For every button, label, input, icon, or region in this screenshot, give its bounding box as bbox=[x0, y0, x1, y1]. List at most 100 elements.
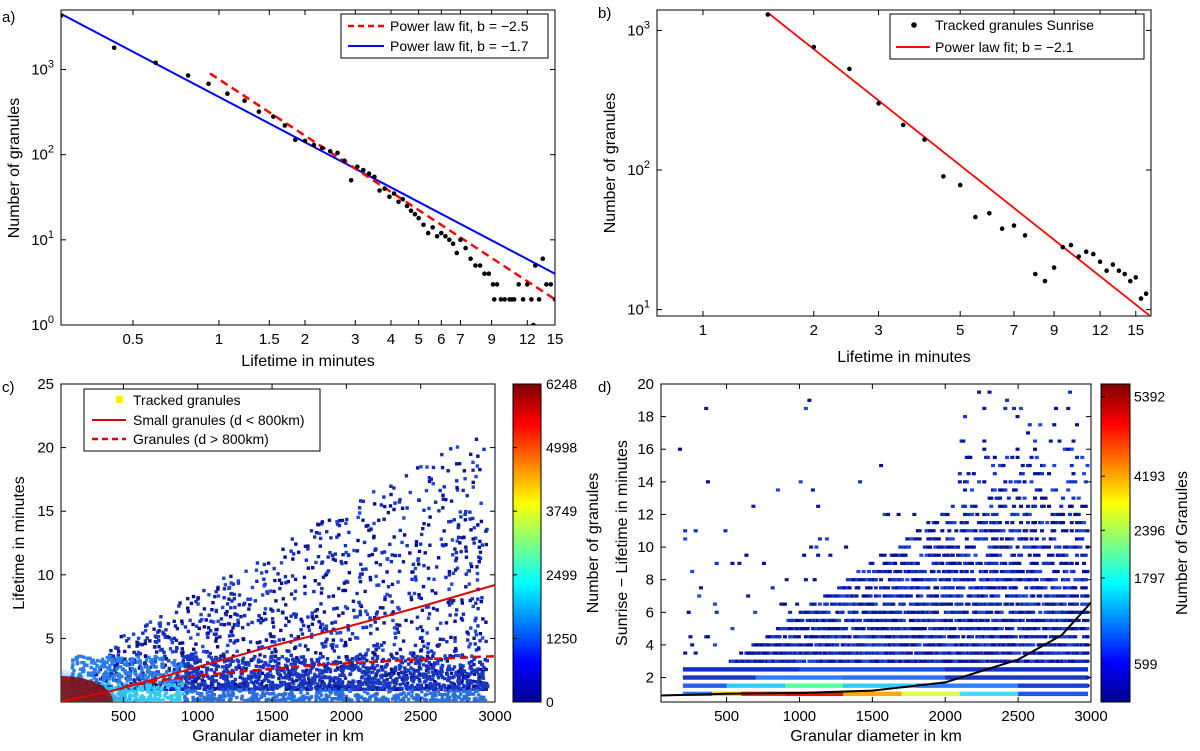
density-cell bbox=[318, 544, 323, 548]
data-point bbox=[498, 297, 504, 302]
density-cell bbox=[198, 694, 202, 698]
density-cell bbox=[146, 670, 150, 675]
density-cell bbox=[143, 660, 148, 665]
density-cell bbox=[308, 685, 313, 689]
density-cell bbox=[1036, 627, 1041, 631]
density-cell bbox=[292, 698, 296, 702]
density-cell bbox=[284, 657, 288, 661]
density-cell bbox=[307, 628, 312, 632]
data-point bbox=[396, 199, 401, 205]
density-cell bbox=[336, 681, 340, 685]
density-cell bbox=[842, 635, 847, 639]
density-cell bbox=[455, 686, 459, 690]
density-cell bbox=[392, 694, 396, 698]
density-cell bbox=[479, 599, 484, 604]
panel-c-xtick-label: 500 bbox=[111, 708, 136, 725]
density-cell bbox=[290, 689, 294, 693]
density-cell bbox=[442, 698, 446, 702]
density-cell bbox=[306, 672, 311, 676]
density-cell bbox=[356, 538, 360, 543]
density-cell bbox=[470, 654, 474, 658]
data-point bbox=[382, 186, 387, 191]
density-cell bbox=[484, 684, 489, 689]
density-cell bbox=[412, 672, 416, 676]
density-cell bbox=[270, 650, 274, 655]
data-point bbox=[548, 282, 554, 287]
density-cell bbox=[393, 665, 398, 670]
density-cell bbox=[470, 692, 474, 696]
density-cell bbox=[465, 630, 469, 634]
panel-c-ytick-label: 20 bbox=[37, 440, 54, 457]
density-cell bbox=[428, 515, 432, 519]
density-cell bbox=[227, 585, 232, 590]
density-cell bbox=[231, 680, 235, 684]
density-cell bbox=[337, 533, 341, 537]
density-cell bbox=[170, 694, 175, 698]
density-cell bbox=[267, 679, 271, 684]
density-cell bbox=[447, 573, 452, 577]
density-cell bbox=[211, 600, 215, 605]
density-cell bbox=[264, 698, 268, 702]
density-cell bbox=[411, 570, 415, 574]
density-cell bbox=[440, 669, 444, 674]
density-cell bbox=[363, 677, 368, 681]
density-cell bbox=[1062, 651, 1067, 655]
density-cell bbox=[355, 549, 360, 553]
density-cell bbox=[471, 537, 475, 541]
density-cell bbox=[984, 635, 989, 639]
density-cell bbox=[400, 506, 405, 511]
density-cell bbox=[266, 561, 271, 565]
data-point bbox=[1068, 242, 1074, 248]
density-cell bbox=[385, 592, 389, 597]
density-cell bbox=[177, 686, 181, 691]
density-cell bbox=[410, 678, 414, 682]
density-cell bbox=[461, 689, 466, 694]
density-cell bbox=[440, 695, 444, 699]
density-cell bbox=[369, 631, 373, 636]
density-cell bbox=[180, 619, 184, 623]
density-cell bbox=[382, 517, 386, 521]
density-cell bbox=[470, 597, 475, 601]
density-cell bbox=[476, 597, 480, 601]
density-cell bbox=[277, 578, 282, 582]
density-cell bbox=[192, 669, 196, 674]
density-cell bbox=[199, 683, 203, 687]
density-cell bbox=[264, 570, 269, 574]
density-cell bbox=[236, 620, 240, 624]
density-cell bbox=[284, 581, 288, 585]
density-cell bbox=[397, 553, 402, 558]
density-cell bbox=[330, 677, 334, 681]
data-point bbox=[482, 271, 487, 277]
density-cell bbox=[370, 685, 375, 689]
density-cell bbox=[333, 558, 338, 562]
density-cell bbox=[474, 474, 478, 479]
density-cell bbox=[289, 634, 294, 638]
density-cell bbox=[153, 660, 158, 664]
density-cell bbox=[454, 550, 459, 555]
density-cell bbox=[1085, 635, 1090, 639]
density-cell bbox=[383, 670, 388, 675]
density-cell bbox=[980, 643, 985, 647]
density-cell bbox=[297, 673, 302, 678]
density-cell bbox=[439, 537, 444, 541]
density-cell bbox=[475, 565, 479, 569]
density-cell bbox=[383, 597, 387, 602]
data-point bbox=[999, 226, 1005, 231]
density-cell bbox=[454, 558, 458, 563]
density-cell bbox=[433, 661, 437, 666]
density-cell bbox=[414, 540, 419, 544]
density-cell bbox=[468, 510, 472, 514]
density-cell bbox=[224, 682, 228, 686]
density-cell bbox=[438, 671, 443, 675]
density-cell bbox=[858, 635, 863, 639]
density-cell bbox=[454, 613, 458, 617]
density-cell bbox=[237, 665, 241, 670]
density-cell bbox=[417, 562, 421, 566]
density-cell bbox=[183, 625, 188, 629]
density-cell bbox=[448, 685, 453, 689]
density-cell bbox=[314, 686, 319, 691]
density-cell bbox=[391, 687, 395, 691]
density-cell bbox=[400, 686, 404, 691]
density-cell bbox=[319, 602, 323, 606]
density-cell bbox=[272, 634, 276, 639]
